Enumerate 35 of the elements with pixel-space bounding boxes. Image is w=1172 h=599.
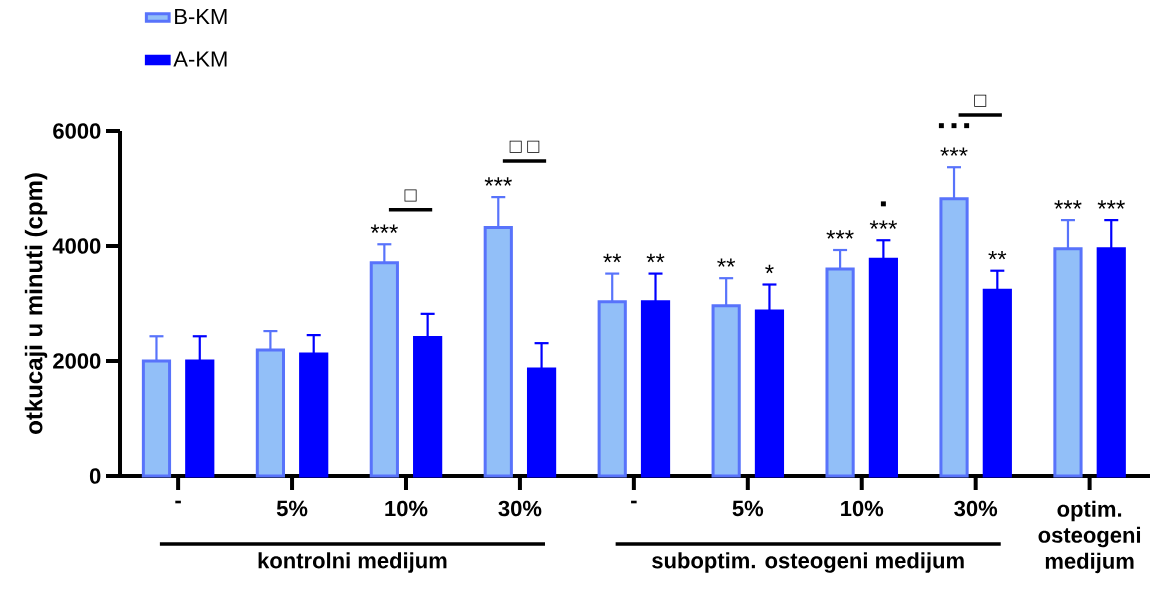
text: suboptim. osteogeni medijum (652, 552, 964, 573)
text: ▪ ▪ ▪ (938, 123, 970, 129)
data-label: * (765, 264, 774, 274)
data-label: *** (1097, 200, 1125, 209)
y-axis-title: otkucaji u minuti (cpm) (24, 173, 48, 434)
data-label: *** (869, 220, 898, 229)
x-tick-label: optim. osteogeni medijum (1038, 500, 1141, 574)
legend-label: B-KM (175, 8, 227, 25)
annotation: ▪ (880, 201, 886, 207)
data-label: ** (646, 253, 665, 263)
text: □ (974, 94, 987, 107)
data-label: *** (484, 177, 512, 186)
y-tick-label: 4000 (52, 238, 101, 254)
data-label: *** (1054, 200, 1082, 209)
x-tick-label: 5% (732, 500, 764, 517)
y-tick-label: 2000 (53, 353, 101, 369)
text: kontrolni medijum (258, 552, 447, 573)
x-tick-label: 30% (498, 500, 542, 517)
x-tick-label: 10% (385, 500, 428, 517)
data-label: *** (370, 224, 398, 233)
legend-label: A-KM (173, 51, 227, 67)
x-tick-label: 30% (954, 500, 998, 517)
y-tick-label: 0 (89, 468, 101, 484)
x-tick-label: - (631, 500, 637, 504)
x-tick-label: - (175, 500, 181, 504)
data-label: ** (717, 258, 736, 267)
data-label: *** (940, 147, 968, 156)
annotation: □ (404, 189, 417, 202)
annotation: □ □ (509, 140, 540, 153)
x-tick-label: 10% (841, 500, 884, 517)
data-label: *** (826, 230, 854, 239)
data-label: ** (603, 253, 622, 263)
data-label: ** (988, 250, 1007, 260)
x-tick-label: 5% (276, 500, 308, 517)
y-tick-label: 6000 (53, 123, 101, 139)
